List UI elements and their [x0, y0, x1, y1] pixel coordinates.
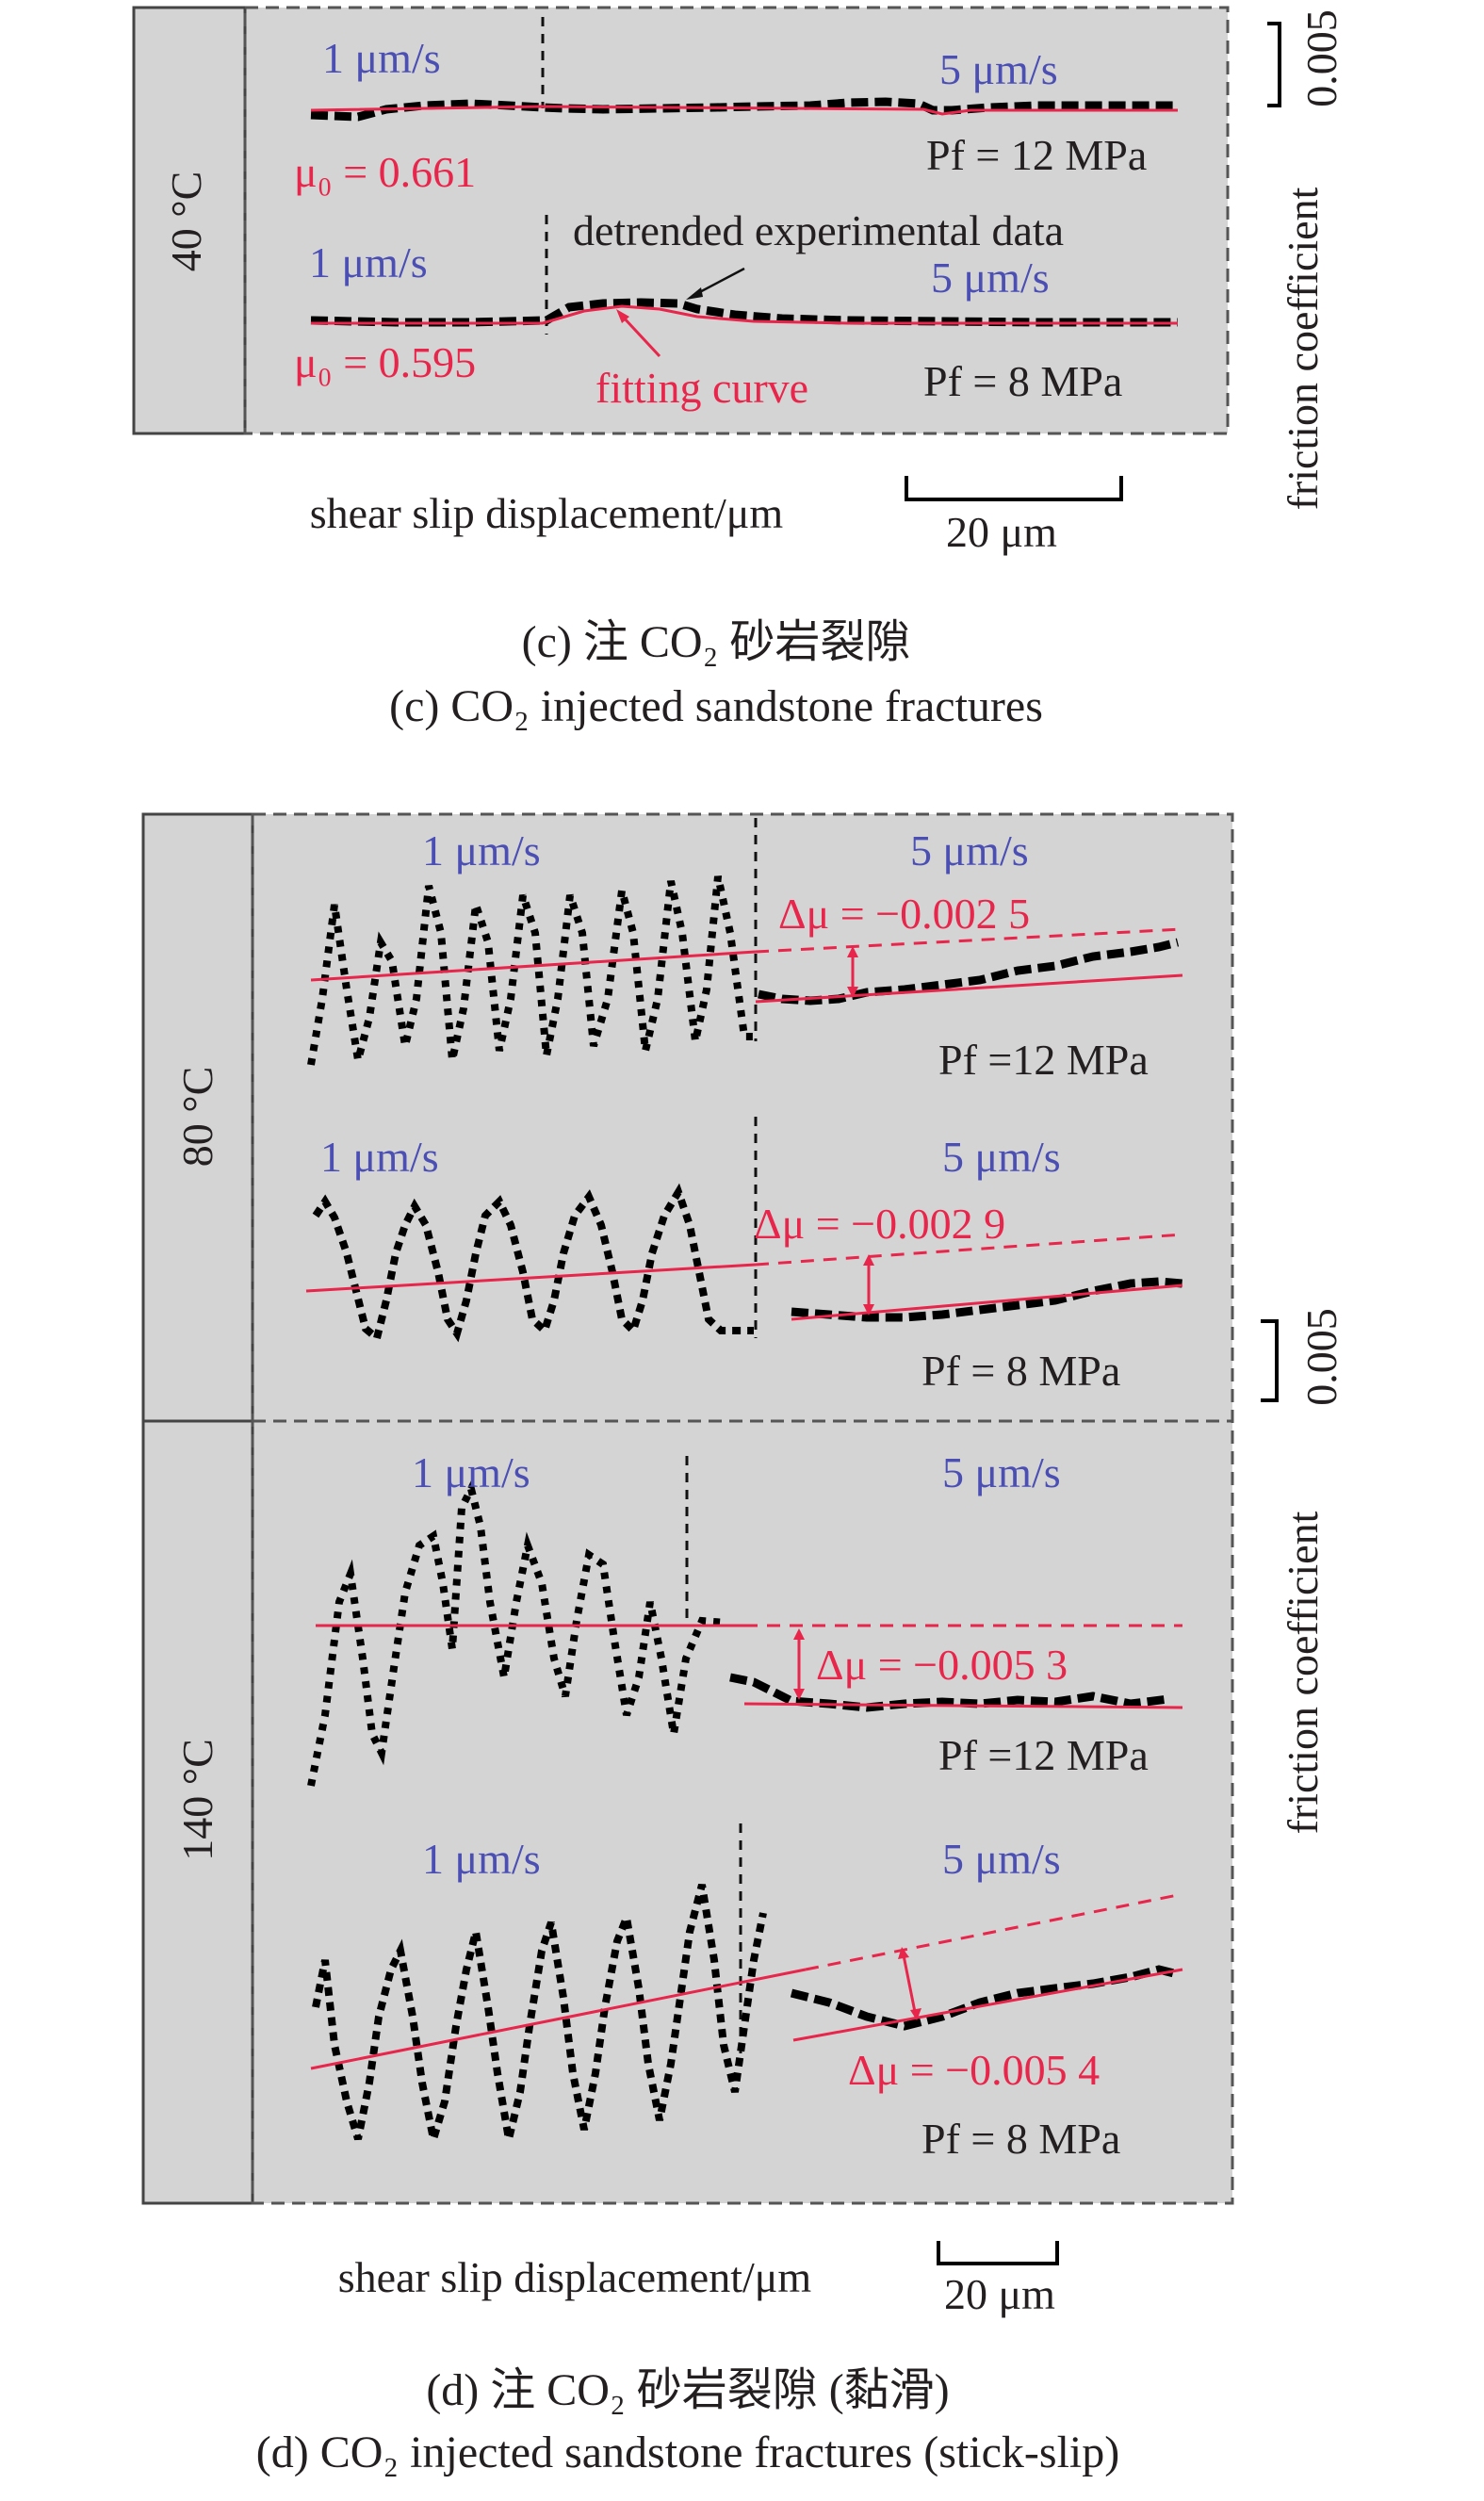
- panel-d-140-12-delta-arrowhead-top: [793, 1628, 805, 1640]
- panel-c-row2-velocity-2: 5 μm/s: [931, 253, 1050, 302]
- panel-d-80-8-fit: [305, 1263, 757, 1293]
- panel-c-row2-fit: [311, 304, 1178, 325]
- panel-c-fit-annotation: fitting curve: [595, 364, 808, 412]
- panel-c-data-arrowhead: [686, 287, 703, 300]
- panel-d-140-8-fit-shifted: [792, 1968, 1183, 2042]
- panel-c-row2-data: [310, 298, 1178, 327]
- panel-c-x-scale-bar: [905, 476, 1123, 501]
- panel-c-fit-arrow: [620, 314, 661, 358]
- panel-d-y-axis-label: friction coefficient: [1279, 1511, 1327, 1834]
- panel-c-row1-velocity-1: 1 μm/s: [322, 34, 441, 82]
- panel-d: 80 °C 140 °C 1 μm/s 5 μm/s Δμ = −0.002 5…: [141, 812, 1345, 2477]
- panel-d-80-8-velocity-2: 5 μm/s: [942, 1133, 1061, 1181]
- panel-d-80-12-stickslip-data: [307, 875, 756, 1066]
- panel-c-row1-fit: [310, 105, 1178, 116]
- panel-d-80-12-fit-extension: [755, 927, 1183, 954]
- panel-c-row1-velocity-2: 5 μm/s: [939, 45, 1058, 93]
- panel-d-140-12-velocity-2: 5 μm/s: [942, 1448, 1061, 1496]
- panel-c-y-axis-label: friction coefficient: [1279, 187, 1327, 510]
- panel-d-80-8-delta-arrowhead-bottom: [863, 1304, 874, 1316]
- panel-c-plot-frame: [243, 6, 1230, 435]
- panel-d-140-8-delta-arrowhead-bottom: [910, 2008, 921, 2020]
- panel-d-140-8-pf: Pf = 8 MPa: [921, 2115, 1120, 2163]
- panel-d-80-8-pf: Pf = 8 MPa: [921, 1347, 1120, 1395]
- panel-d-140-12-fit-shifted: [743, 1702, 1183, 1709]
- panel-d-80-12-delta-arrowhead-bottom: [847, 987, 858, 998]
- panel-d-80-12-delta-arrowhead-top: [847, 946, 858, 957]
- panel-d-80-8-stickslip-data: [312, 1183, 754, 1346]
- panel-c-row2-velocity-1: 1 μm/s: [309, 238, 428, 286]
- panel-d-140-12-delta: Δμ = −0.005 3: [816, 1641, 1068, 1689]
- panel-d-140-12-steady-data: [729, 1673, 1169, 1712]
- panel-d-140-12-delta-arrowhead-bottom: [793, 1689, 805, 1700]
- panel-d-temp-80: 80 °C: [173, 1067, 221, 1168]
- panel-c-row1-pf: Pf = 12 MPa: [926, 131, 1147, 179]
- panel-c-x-axis-label: shear slip displacement/μm: [310, 489, 784, 537]
- panel-c-caption-cn: (c) 注 CO₂ 砂岩裂隙: [522, 617, 911, 667]
- panel-d-140-8-fit-extension: [805, 1892, 1183, 1971]
- panel-d-80-12-fit: [310, 950, 757, 982]
- panel-d-y-scale-label: 0.005: [1297, 1308, 1345, 1406]
- panel-c-y-scale-bar: [1267, 22, 1281, 107]
- panel-c-row2-pf: Pf = 8 MPa: [923, 357, 1122, 405]
- panel-d-80-8-fit-extension: [755, 1233, 1183, 1267]
- panel-c-y-scale-label: 0.005: [1297, 9, 1345, 107]
- panel-c-caption-en: (c) CO₂ injected sandstone fractures: [389, 681, 1043, 731]
- panel-d-80-12-delta: Δμ = −0.002 5: [778, 890, 1030, 938]
- panel-d-140-8-velocity-2: 5 μm/s: [942, 1835, 1061, 1883]
- panel-d-x-axis-label: shear slip displacement/μm: [338, 2253, 812, 2301]
- panel-d-80-12-pf: Pf =12 MPa: [938, 1036, 1149, 1084]
- panel-d-caption-en: (d) CO₂ injected sandstone fractures (st…: [256, 2427, 1119, 2477]
- panel-d-80-8-velocity-1: 1 μm/s: [320, 1133, 439, 1181]
- panel-d-x-scale-label: 20 μm: [944, 2270, 1055, 2318]
- panel-d-side-bg: [143, 814, 253, 2203]
- panel-d-140-12-velocity-1: 1 μm/s: [412, 1448, 530, 1496]
- panel-d-140-8-stickslip-data: [312, 1883, 767, 2141]
- panel-d-plot-frame: [251, 812, 1234, 2205]
- panel-c-row2-mu0: μ₀ = 0.595: [294, 338, 476, 386]
- panel-d-x-scale-bar: [937, 2241, 1059, 2265]
- panel-d-y-scale-bar: [1261, 1319, 1279, 1402]
- panel-d-80-8-delta: Δμ = −0.002 9: [754, 1200, 1005, 1248]
- panel-d-caption-cn: (d) 注 CO₂ 砂岩裂隙 (黏滑): [426, 2365, 949, 2415]
- panel-d-140-8-delta-arrow: [901, 1950, 918, 2018]
- panel-c-side-bg: [134, 8, 245, 433]
- panel-d-140-8-fit: [310, 1968, 807, 2070]
- panel-d-80-12-velocity-1: 1 μm/s: [422, 826, 541, 875]
- panel-c-fit-arrowhead: [616, 309, 629, 323]
- panel-d-80-12-fit-shifted: [755, 973, 1183, 1004]
- panel-d-80-8-delta-arrowhead-top: [863, 1254, 874, 1266]
- panel-d-temp-140: 140 °C: [173, 1739, 221, 1861]
- panel-d-140-8-steady-data: [790, 1965, 1180, 2031]
- panel-d-plot-bg: [253, 814, 1232, 2203]
- panel-d-140-8-velocity-1: 1 μm/s: [422, 1835, 541, 1883]
- panel-d-80-8-fit-shifted: [791, 1283, 1183, 1321]
- panel-d-140-12-pf: Pf =12 MPa: [938, 1731, 1149, 1779]
- panel-c: 40 °C 1 μm/s 5 μm/s μ₀ = 0.661 Pf = 12 M…: [132, 6, 1345, 731]
- panel-c-plot-bg: [245, 8, 1228, 433]
- panel-d-80-12-velocity-2: 5 μm/s: [910, 826, 1029, 875]
- panel-c-x-scale-label: 20 μm: [946, 508, 1057, 556]
- panel-c-data-annotation: detrended experimental data: [573, 206, 1064, 254]
- panel-d-140-8-delta: Δμ = −0.005 4: [848, 2046, 1100, 2094]
- panel-c-row1-mu0: μ₀ = 0.661: [294, 148, 476, 196]
- panel-c-temp-label: 40 °C: [162, 172, 210, 272]
- panel-d-80-12-steady-data: [758, 938, 1180, 1005]
- panel-d-140-8-delta-arrowhead-top: [898, 1947, 909, 1959]
